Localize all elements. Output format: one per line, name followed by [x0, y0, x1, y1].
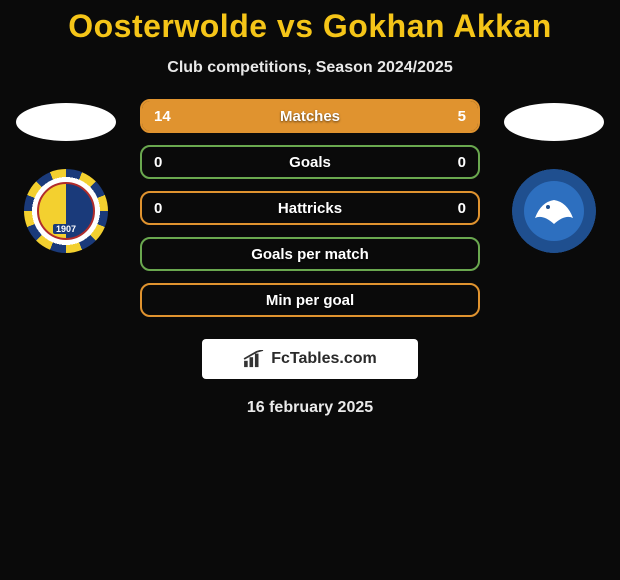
site-name: FcTables.com: [271, 350, 377, 368]
card-title: Oosterwolde vs Gokhan Akkan: [0, 8, 620, 45]
stat-bar: Min per goal: [140, 283, 480, 317]
card-subtitle: Club competitions, Season 2024/2025: [0, 59, 620, 77]
right-player-column: [502, 99, 606, 253]
right-club-logo: [512, 169, 596, 253]
snapshot-date: 16 february 2025: [0, 399, 620, 417]
stat-label: Goals: [142, 154, 478, 171]
left-club-logo: 1907: [24, 169, 108, 253]
left-player-column: 1907: [14, 99, 118, 253]
right-player-avatar: [504, 103, 604, 141]
club-year: 1907: [53, 224, 79, 234]
stat-label: Hattricks: [142, 200, 478, 217]
stat-value-right: 0: [458, 154, 466, 171]
stat-value-left: 0: [154, 154, 162, 171]
fenerbahce-badge-icon: 1907: [24, 169, 108, 253]
stat-bar: Hattricks0 0: [140, 191, 480, 225]
left-player-avatar: [16, 103, 116, 141]
comparison-card: Oosterwolde vs Gokhan Akkan Club competi…: [0, 0, 620, 417]
stat-bar-list: Matches145Goals00Hattricks00Goals per ma…: [140, 99, 480, 317]
stat-label: Matches: [142, 108, 478, 125]
eagle-icon: [531, 194, 577, 228]
erzurumspor-badge-icon: [512, 169, 596, 253]
stat-value-left: 0: [154, 200, 162, 217]
stat-label: Goals per match: [142, 246, 478, 263]
stat-value-left: 14: [154, 108, 171, 125]
stat-value-right: 5: [458, 108, 466, 125]
bar-chart-icon: [243, 350, 265, 368]
stat-bar: Matches14 5: [140, 99, 480, 133]
stat-value-right: 0: [458, 200, 466, 217]
stat-bar: Goals0 0: [140, 145, 480, 179]
stat-label: Min per goal: [142, 292, 478, 309]
stat-bar: Goals per match: [140, 237, 480, 271]
site-branding: FcTables.com: [202, 339, 418, 379]
main-row: 1907 Matches145Goals00Hattricks00Goals p…: [0, 99, 620, 317]
